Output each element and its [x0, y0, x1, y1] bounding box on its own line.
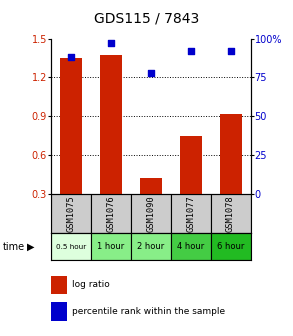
Bar [140, 178, 162, 194]
Text: GSM1075: GSM1075 [67, 195, 76, 232]
Text: GSM1090: GSM1090 [146, 195, 155, 232]
Bar [51, 233, 91, 260]
Text: GDS115 / 7843: GDS115 / 7843 [94, 11, 199, 25]
Bar [171, 233, 211, 260]
Bar [91, 194, 131, 233]
Text: 1 hour: 1 hour [97, 242, 125, 251]
Text: percentile rank within the sample: percentile rank within the sample [72, 307, 225, 316]
Bar [51, 194, 91, 233]
Bar [211, 233, 251, 260]
Bar [171, 194, 211, 233]
Bar [211, 194, 251, 233]
Point [188, 48, 193, 54]
Text: 4 hour: 4 hour [177, 242, 205, 251]
Point [149, 70, 153, 76]
Bar [131, 194, 171, 233]
Text: 2 hour: 2 hour [137, 242, 165, 251]
Text: GSM1076: GSM1076 [107, 195, 115, 232]
Point [109, 41, 113, 46]
Text: ▶: ▶ [27, 242, 35, 252]
Point [69, 54, 74, 60]
Bar [91, 233, 131, 260]
Bar [180, 136, 202, 194]
Bar [60, 58, 82, 194]
Text: 6 hour: 6 hour [217, 242, 244, 251]
Text: GSM1078: GSM1078 [226, 195, 235, 232]
Point [228, 48, 233, 54]
Bar [100, 55, 122, 194]
Bar [131, 233, 171, 260]
Text: 0.5 hour: 0.5 hour [56, 244, 86, 250]
Text: time: time [3, 242, 25, 252]
Bar [220, 114, 241, 194]
Text: GSM1077: GSM1077 [186, 195, 195, 232]
Text: log ratio: log ratio [72, 281, 110, 289]
